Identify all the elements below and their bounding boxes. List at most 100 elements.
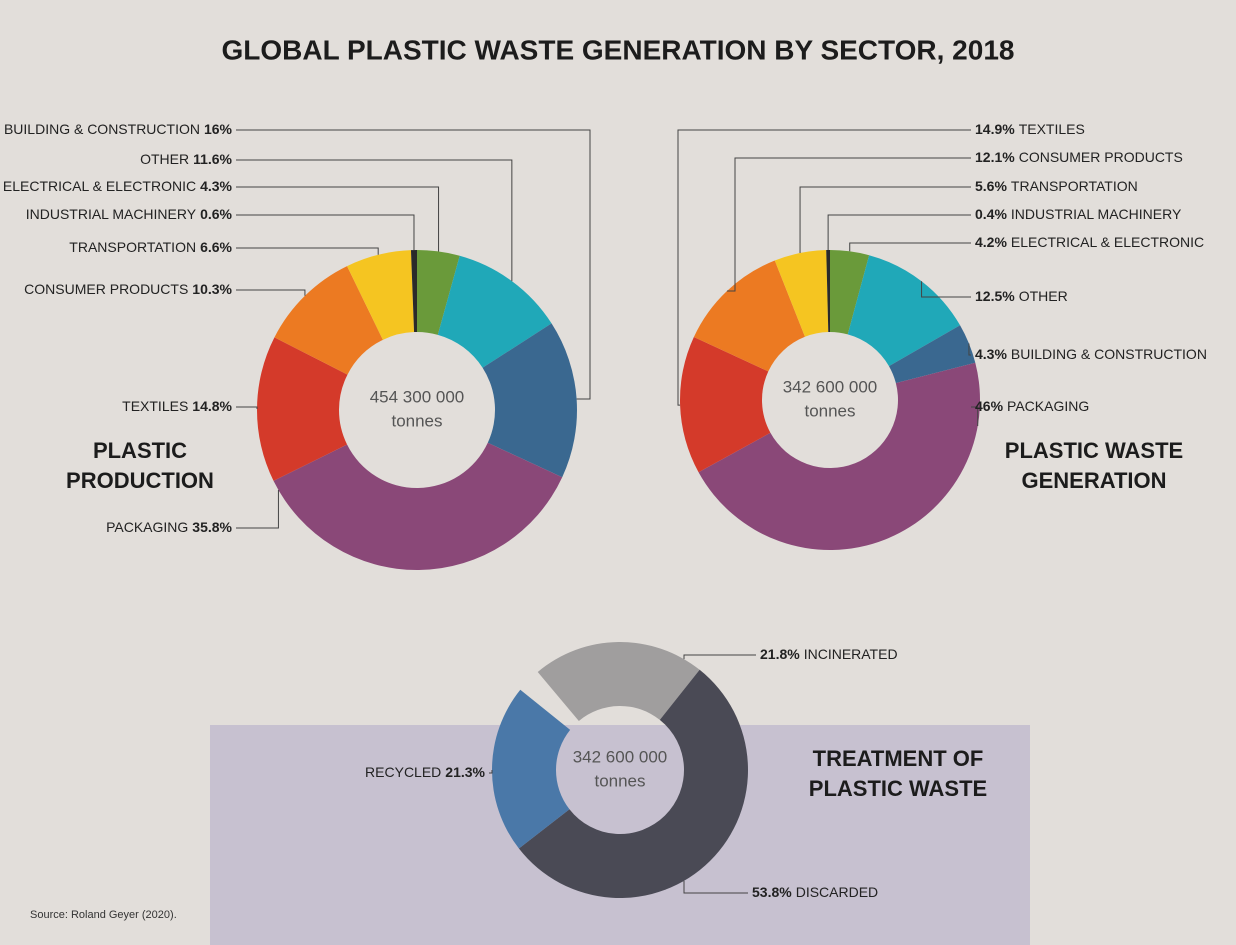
slice-label: 5.6% TRANSPORTATION	[975, 178, 1138, 194]
donut-slice	[347, 250, 415, 340]
value-label: 6.6%	[200, 239, 232, 255]
donut-slice	[274, 266, 383, 375]
value-label: 5.6%	[975, 178, 1007, 194]
slice-label: 46% PACKAGING	[975, 398, 1089, 414]
slice-label: INDUSTRIAL MACHINERY 0.6%	[26, 206, 233, 222]
slice-label: 12.5% OTHER	[975, 288, 1068, 304]
center-total: 342 600 000	[783, 377, 878, 396]
leader-line	[677, 129, 971, 406]
slice-label: 4.2% ELECTRICAL & ELECTRONIC	[975, 234, 1204, 250]
value-label: 16%	[204, 121, 233, 137]
slice-label: TEXTILES 14.8%	[122, 398, 232, 414]
leader-line	[683, 654, 756, 660]
leader-line	[236, 186, 440, 252]
donut-slice	[257, 337, 348, 481]
slice-label: OTHER 11.6%	[140, 151, 232, 167]
slice-label: BUILDING & CONSTRUCTION 16%	[4, 121, 233, 137]
slice-label: 12.1% CONSUMER PRODUCTS	[975, 149, 1183, 165]
value-label: 53.8%	[752, 884, 792, 900]
donut-slice	[830, 250, 870, 335]
donut-slice	[437, 255, 552, 368]
slice-label: 0.4% INDUSTRIAL MACHINERY	[975, 206, 1182, 222]
donut-slice	[410, 250, 417, 333]
leader-line	[489, 770, 493, 774]
slice-label: TRANSPORTATION 6.6%	[69, 239, 232, 255]
category-name: TRANSPORTATION	[1011, 178, 1138, 194]
donut-slice	[482, 323, 577, 478]
donut-slice	[417, 250, 460, 335]
donut-slice	[774, 250, 829, 337]
value-label: 4.3%	[975, 346, 1007, 362]
slice-label: ELECTRICAL & ELECTRONIC 4.3%	[3, 178, 233, 194]
chart-title: PLASTIC WASTE	[1005, 438, 1183, 463]
center-unit: tonnes	[804, 401, 855, 420]
donut-slice	[679, 336, 771, 473]
category-name: TEXTILES	[122, 398, 188, 414]
leader-line	[236, 159, 513, 282]
chart-title: PLASTIC	[93, 438, 187, 463]
donut-slice	[826, 250, 830, 333]
slice-label: 14.9% TEXTILES	[975, 121, 1085, 137]
leader-line	[827, 214, 971, 251]
category-name: INDUSTRIAL MACHINERY	[1011, 206, 1182, 222]
donut-slice	[693, 260, 805, 372]
category-name: RECYCLED	[365, 764, 441, 780]
donut-slice	[518, 669, 749, 898]
leader-line	[236, 289, 306, 296]
category-name: ELECTRICAL & ELECTRONIC	[3, 178, 196, 194]
category-name: CONSUMER PRODUCTS	[1019, 149, 1183, 165]
value-label: 46%	[975, 398, 1004, 414]
slice-label: 53.8% DISCARDED	[752, 884, 878, 900]
value-label: 12.5%	[975, 288, 1015, 304]
value-label: 4.2%	[975, 234, 1007, 250]
value-label: 0.4%	[975, 206, 1007, 222]
value-label: 14.8%	[192, 398, 232, 414]
center-total: 454 300 000	[370, 387, 465, 406]
leader-line	[683, 880, 748, 894]
category-name: BUILDING & CONSTRUCTION	[4, 121, 200, 137]
chart-title: PLASTIC WASTE	[809, 776, 987, 801]
leader-line	[726, 157, 971, 292]
main-title: GLOBAL PLASTIC WASTE GENERATION BY SECTO…	[222, 34, 1015, 65]
value-label: 12.1%	[975, 149, 1015, 165]
center-total: 342 600 000	[573, 747, 668, 766]
donut-slice	[492, 689, 571, 849]
leader-line	[921, 281, 971, 298]
donut-slice	[698, 362, 981, 551]
category-name: OTHER	[1019, 288, 1068, 304]
slice-label: 21.8% INCINERATED	[760, 646, 898, 662]
leader-line	[236, 406, 258, 409]
leader-line	[968, 343, 971, 356]
category-name: ELECTRICAL & ELECTRONIC	[1011, 234, 1204, 250]
value-label: 4.3%	[200, 178, 232, 194]
leader-line	[236, 214, 415, 251]
value-label: 35.8%	[192, 519, 232, 535]
leader-line	[971, 406, 979, 427]
value-label: 21.3%	[445, 764, 485, 780]
slice-label: PACKAGING 35.8%	[106, 519, 232, 535]
source: Source: Roland Geyer (2020).	[30, 909, 177, 921]
category-name: PACKAGING	[1007, 398, 1089, 414]
slice-label: CONSUMER PRODUCTS 10.3%	[24, 281, 232, 297]
category-name: CONSUMER PRODUCTS	[24, 281, 188, 297]
center-unit: tonnes	[594, 771, 645, 790]
category-name: BUILDING & CONSTRUCTION	[1011, 346, 1207, 362]
chart-title: GENERATION	[1021, 468, 1166, 493]
value-label: 21.8%	[760, 646, 800, 662]
leader-line	[799, 186, 971, 254]
category-name: INCINERATED	[804, 646, 898, 662]
donut-slice	[888, 325, 976, 384]
leader-line	[236, 129, 591, 400]
leader-line	[849, 242, 971, 252]
chart-title: PRODUCTION	[66, 468, 214, 493]
value-label: 10.3%	[192, 281, 232, 297]
chart-title: TREATMENT OF	[813, 746, 984, 771]
category-name: TRANSPORTATION	[69, 239, 196, 255]
donut-slice	[847, 255, 961, 367]
slice-label: 4.3% BUILDING & CONSTRUCTION	[975, 346, 1207, 362]
center-unit: tonnes	[391, 411, 442, 430]
category-name: OTHER	[140, 151, 189, 167]
category-name: DISCARDED	[796, 884, 878, 900]
